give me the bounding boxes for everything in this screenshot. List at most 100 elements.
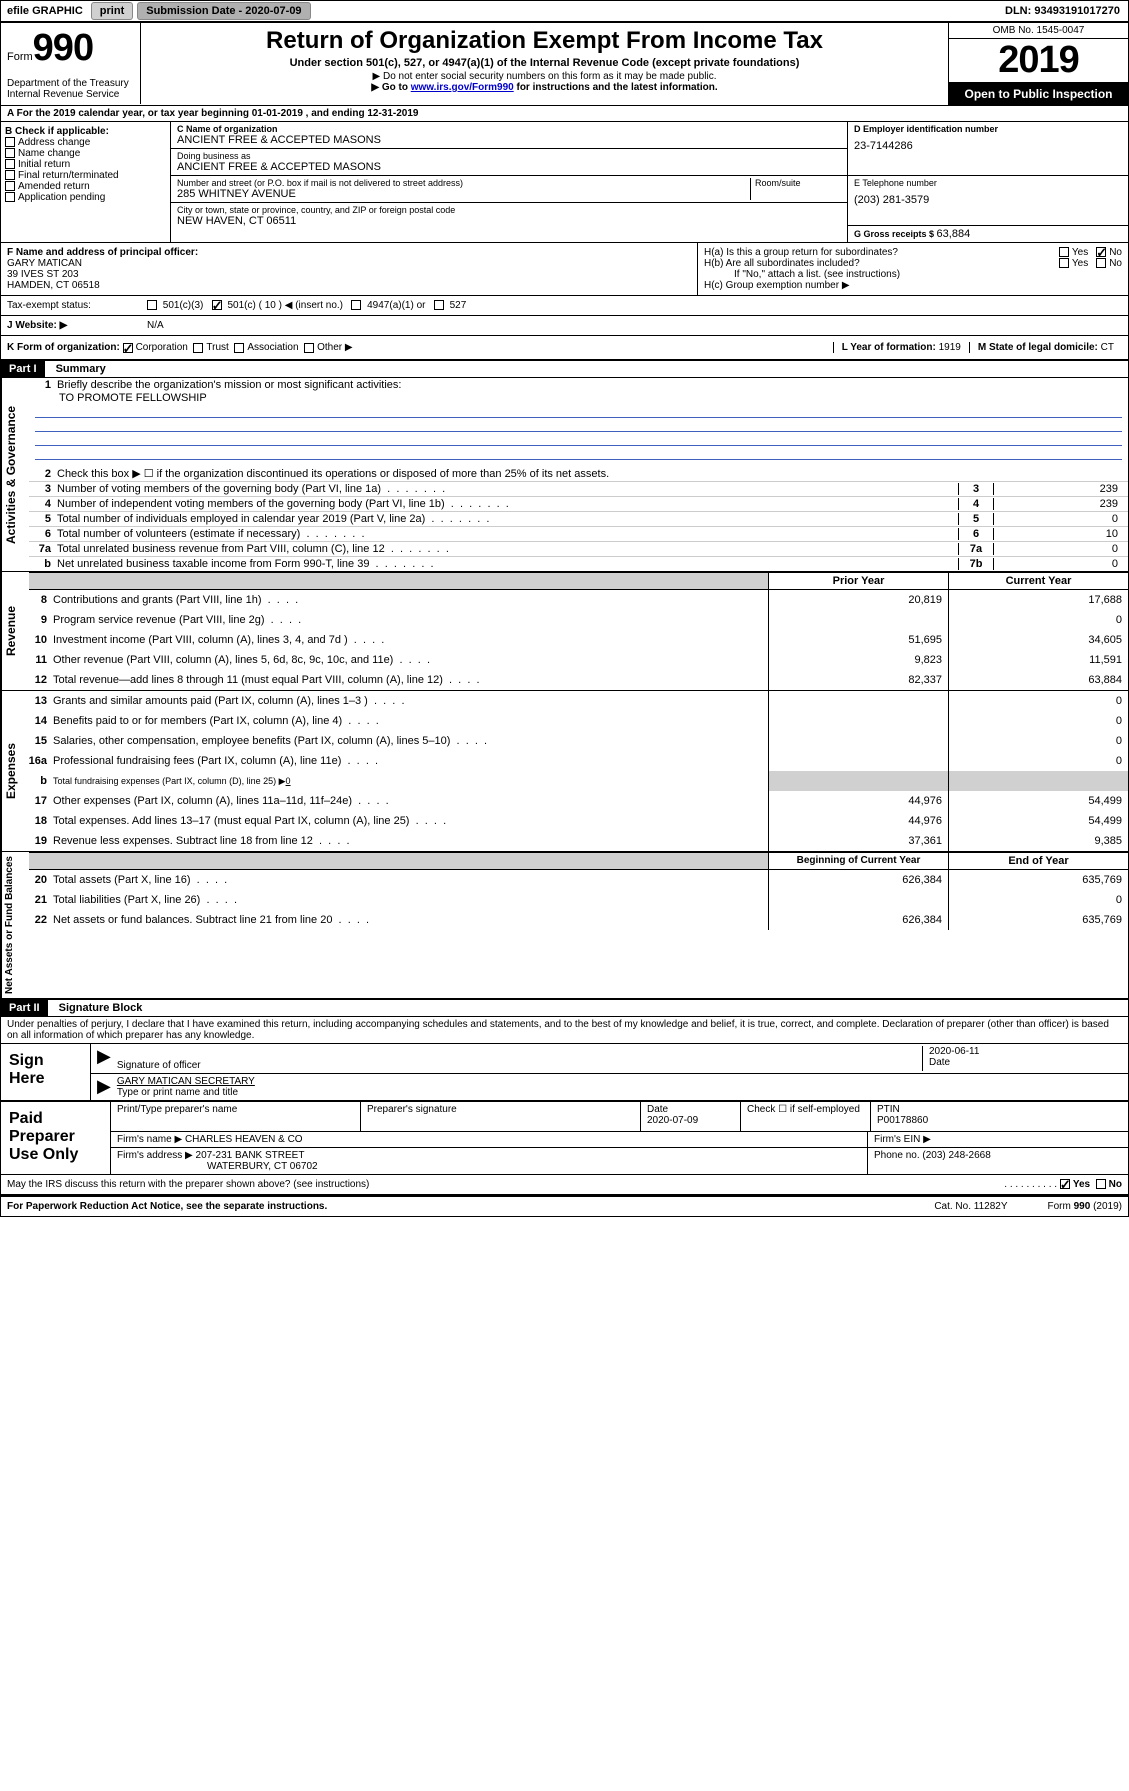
arrow-icon: ▶ (97, 1076, 117, 1098)
netassets-lines: 20 Total assets (Part X, line 16) . . . … (29, 870, 1128, 930)
summary-line: 7a Total unrelated business revenue from… (29, 541, 1128, 556)
checkbox-icon[interactable] (1096, 247, 1106, 257)
tax-exempt-row: Tax-exempt status: 501(c)(3) 501(c) ( 10… (1, 296, 1128, 316)
prior-value: 626,384 (768, 910, 948, 930)
checkbox-icon[interactable] (5, 192, 15, 202)
part1-header-bar: Part I Summary (1, 361, 1128, 378)
part1-badge: Part I (1, 361, 45, 377)
line-num: 10 (29, 630, 53, 650)
print-button[interactable]: print (91, 2, 133, 20)
line-text: Salaries, other compensation, employee b… (53, 731, 768, 751)
officer-name-title: GARY MATICAN SECRETARY (117, 1076, 1122, 1087)
sig-officer-label: Signature of officer (117, 1060, 922, 1071)
check-amended-return: Amended return (5, 181, 166, 192)
revenue-lines: 8 Contributions and grants (Part VIII, l… (29, 590, 1128, 690)
underline (35, 418, 1122, 432)
dln-value: 93493191017270 (1034, 5, 1120, 17)
checkbox-icon[interactable] (1096, 258, 1106, 268)
check-address-change: Address change (5, 137, 166, 148)
submission-date-value: 2020-07-09 (245, 5, 301, 17)
line-num: 7a (33, 543, 57, 555)
open-to-public: Open to Public Inspection (949, 83, 1128, 105)
submission-date-chip: Submission Date - 2020-07-09 (137, 2, 310, 20)
line-num: 22 (29, 910, 53, 930)
checkbox-icon[interactable] (5, 137, 15, 147)
tax-year-period-row: A For the 2019 calendar year, or tax yea… (1, 106, 1128, 122)
checkbox-icon[interactable] (234, 343, 244, 353)
officer-signature-row: ▶ Signature of officer 2020-06-11 Date (91, 1044, 1128, 1074)
org-name: ANCIENT FREE & ACCEPTED MASONS (177, 134, 841, 146)
perjury-statement: Under penalties of perjury, I declare th… (1, 1017, 1128, 1044)
period-mid: , and ending (303, 108, 367, 119)
checkbox-icon[interactable] (193, 343, 203, 353)
omb-number: OMB No. 1545-0047 (949, 23, 1128, 39)
expenses-vlabel: Expenses (1, 691, 29, 851)
line-num: 4 (33, 498, 57, 510)
ssn-note: ▶ Do not enter social security numbers o… (145, 71, 944, 82)
line-num: 15 (29, 731, 53, 751)
line-box: 7a (958, 543, 994, 555)
governance-body: 1 Briefly describe the organization's mi… (29, 378, 1128, 571)
phone-row: E Telephone number (203) 281-3579 (848, 176, 1128, 226)
checkbox-icon[interactable] (1059, 258, 1069, 268)
checkbox-icon[interactable] (147, 300, 157, 310)
checkbox-icon[interactable] (212, 300, 222, 310)
checkbox-icon[interactable] (5, 181, 15, 191)
line-num: 8 (29, 590, 53, 610)
line-num: b (33, 558, 57, 570)
checkbox-icon[interactable] (123, 343, 133, 353)
no-label: No (1109, 247, 1122, 258)
line-text: Investment income (Part VIII, column (A)… (53, 630, 768, 650)
governance-section: Activities & Governance 1 Briefly descri… (1, 378, 1128, 572)
financial-line: 16a Professional fundraising fees (Part … (29, 751, 1128, 771)
footer-row: For Paperwork Reduction Act Notice, see … (1, 1196, 1128, 1216)
prior-year-header: Prior Year (768, 573, 948, 589)
checkbox-icon[interactable] (304, 343, 314, 353)
prior-value: 44,976 (768, 791, 948, 811)
mission-value: TO PROMOTE FELLOWSHIP (29, 392, 1128, 404)
arrow-icon: ▶ (97, 1046, 117, 1071)
financial-line: 18 Total expenses. Add lines 13–17 (must… (29, 811, 1128, 831)
line-text: Number of voting members of the governin… (57, 483, 958, 495)
department-cell: Department of the Treasury Internal Reve… (1, 74, 141, 104)
checkbox-icon[interactable] (1096, 1179, 1106, 1189)
underline (35, 404, 1122, 418)
k-label: K Form of organization: (7, 342, 120, 353)
street-label: Number and street (or P.O. box if mail i… (177, 178, 746, 188)
financial-line: 12 Total revenue—add lines 8 through 11 … (29, 670, 1128, 690)
prior-value (768, 691, 948, 711)
line-text: Total revenue—add lines 8 through 11 (mu… (53, 670, 768, 690)
revenue-body: Prior Year Current Year 8 Contributions … (29, 572, 1128, 690)
financial-line: 14 Benefits paid to or for members (Part… (29, 711, 1128, 731)
checkbox-icon[interactable] (434, 300, 444, 310)
checkbox-icon[interactable] (5, 159, 15, 169)
financial-line: 11 Other revenue (Part VIII, column (A),… (29, 650, 1128, 670)
line-text: Professional fundraising fees (Part IX, … (53, 751, 768, 771)
firm-addr2: WATERBURY, CT 06702 (117, 1161, 861, 1172)
checkbox-icon[interactable] (351, 300, 361, 310)
line-1: 1 Briefly describe the organization's mi… (29, 378, 1128, 392)
discuss-text: May the IRS discuss this return with the… (7, 1179, 1004, 1190)
line-text: Total assets (Part X, line 16) . . . . (53, 870, 768, 890)
instructions-note: ▶ Go to www.irs.gov/Form990 for instruct… (145, 82, 944, 93)
current-value: 0 (948, 610, 1128, 630)
dept-treasury: Department of the Treasury (7, 78, 134, 89)
dba-row: Doing business as ANCIENT FREE & ACCEPTE… (171, 149, 847, 176)
checkbox-icon[interactable] (5, 148, 15, 158)
checkbox-icon[interactable] (5, 170, 15, 180)
current-value: 0 (948, 751, 1128, 771)
end-year-header: End of Year (948, 853, 1128, 869)
line-num: 17 (29, 791, 53, 811)
line-value: 239 (994, 498, 1124, 510)
financial-line: 10 Investment income (Part VIII, column … (29, 630, 1128, 650)
line-num: b (29, 771, 53, 791)
checkbox-icon[interactable] (1059, 247, 1069, 257)
checkbox-icon[interactable] (1060, 1179, 1070, 1189)
prior-col (768, 771, 948, 791)
part2-header-bar: Part II Signature Block (1, 1000, 1128, 1017)
instructions-link[interactable]: www.irs.gov/Form990 (411, 82, 514, 93)
line-text: Total expenses. Add lines 13–17 (must eq… (53, 811, 768, 831)
line-text: Revenue less expenses. Subtract line 18 … (53, 831, 768, 851)
governance-vlabel: Activities & Governance (1, 378, 29, 571)
preparer-row-1: Print/Type preparer's name Preparer's si… (111, 1102, 1128, 1132)
